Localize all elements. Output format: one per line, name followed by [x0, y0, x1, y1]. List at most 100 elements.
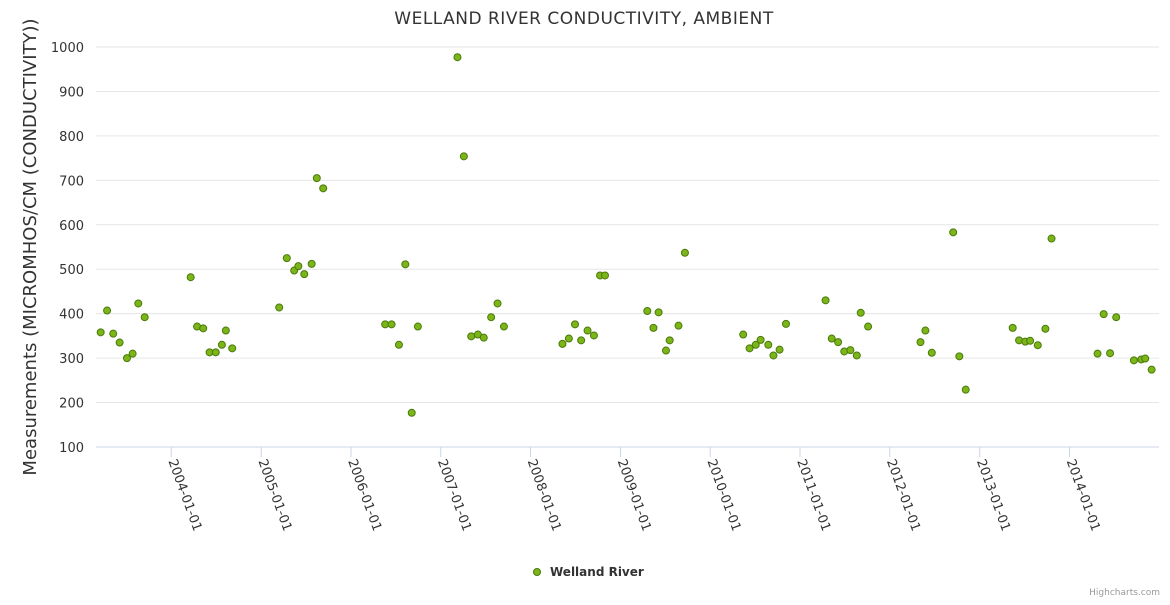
data-point[interactable]	[1041, 324, 1050, 333]
data-point[interactable]	[128, 349, 137, 358]
data-point[interactable]	[649, 323, 658, 332]
data-point[interactable]	[1033, 341, 1042, 350]
data-point[interactable]	[96, 328, 105, 337]
data-point[interactable]	[1008, 323, 1017, 332]
data-point[interactable]	[479, 333, 488, 342]
y-tick-label: 400	[59, 308, 84, 323]
data-point[interactable]	[821, 296, 830, 305]
y-tick-label: 100	[59, 441, 84, 456]
data-point[interactable]	[680, 248, 689, 257]
data-point[interactable]	[109, 329, 118, 338]
data-point[interactable]	[467, 332, 476, 341]
data-point[interactable]	[739, 330, 748, 339]
y-tick-label: 800	[59, 130, 84, 145]
data-point[interactable]	[1141, 354, 1150, 363]
data-point[interactable]	[643, 307, 652, 315]
y-tick-label: 1000	[51, 41, 84, 56]
legend-item-welland-river[interactable]: Welland River	[550, 565, 644, 579]
data-point[interactable]	[307, 259, 316, 268]
data-point[interactable]	[745, 344, 754, 353]
data-point[interactable]	[186, 273, 195, 282]
data-point[interactable]	[413, 322, 422, 331]
data-point[interactable]	[601, 271, 610, 280]
data-point[interactable]	[955, 352, 964, 361]
data-point[interactable]	[775, 345, 784, 354]
data-point[interactable]	[571, 320, 580, 329]
data-point[interactable]	[275, 303, 284, 312]
data-point[interactable]	[834, 338, 843, 347]
y-axis-title: Measurements (MICROMHOS/CM (CONDUCTIVITY…	[20, 18, 41, 475]
data-point[interactable]	[487, 313, 496, 322]
data-point[interactable]	[394, 340, 403, 349]
data-point[interactable]	[665, 336, 674, 345]
data-point[interactable]	[769, 351, 778, 360]
data-point[interactable]	[493, 299, 502, 308]
data-point[interactable]	[221, 326, 230, 335]
data-point[interactable]	[846, 346, 855, 355]
data-point[interactable]	[1106, 349, 1115, 358]
data-point[interactable]	[387, 320, 396, 329]
data-point[interactable]	[199, 324, 208, 333]
data-point[interactable]	[282, 254, 291, 263]
data-point[interactable]	[764, 340, 773, 349]
data-point[interactable]	[1099, 310, 1108, 319]
data-point[interactable]	[453, 53, 462, 62]
data-point[interactable]	[661, 346, 670, 355]
data-point[interactable]	[1026, 336, 1035, 345]
data-point[interactable]	[459, 152, 468, 161]
data-point[interactable]	[674, 321, 683, 330]
data-point[interactable]	[103, 306, 112, 315]
data-point[interactable]	[300, 270, 309, 279]
data-point[interactable]	[558, 339, 567, 348]
data-point[interactable]	[407, 408, 416, 417]
data-point[interactable]	[949, 228, 958, 237]
data-point[interactable]	[1093, 349, 1102, 358]
data-point[interactable]	[294, 262, 303, 271]
gridlines	[96, 46, 1159, 404]
data-point[interactable]	[217, 340, 226, 349]
y-tick-label: 900	[59, 85, 84, 100]
y-tick-label: 700	[59, 174, 84, 189]
data-point[interactable]	[115, 338, 124, 347]
y-tick-label: 300	[59, 352, 84, 367]
data-point[interactable]	[312, 174, 321, 183]
data-point[interactable]	[856, 308, 865, 317]
y-tick-label: 200	[59, 397, 84, 412]
data-point[interactable]	[1129, 356, 1138, 365]
data-point[interactable]	[140, 313, 149, 322]
data-point[interactable]	[864, 322, 873, 331]
data-point[interactable]	[401, 260, 410, 269]
data-point[interactable]	[499, 322, 508, 331]
data-point[interactable]	[134, 299, 143, 308]
data-point[interactable]	[564, 334, 573, 343]
y-tick-label: 500	[59, 263, 84, 278]
y-tick-label: 600	[59, 219, 84, 234]
data-point[interactable]	[852, 351, 861, 360]
data-point[interactable]	[654, 308, 663, 317]
data-point[interactable]	[228, 344, 237, 353]
data-point[interactable]	[827, 334, 836, 343]
data-point[interactable]	[1112, 313, 1121, 322]
data-point[interactable]	[961, 385, 970, 394]
legend-marker[interactable]	[533, 568, 541, 576]
data-point[interactable]	[122, 354, 131, 363]
legend[interactable]: Welland River	[533, 565, 644, 579]
data-point[interactable]	[577, 336, 586, 345]
data-point[interactable]	[921, 326, 930, 335]
series-welland-river[interactable]	[96, 53, 1156, 417]
data-point[interactable]	[589, 331, 598, 340]
data-point[interactable]	[751, 340, 760, 349]
data-point[interactable]	[319, 184, 328, 193]
data-point[interactable]	[756, 335, 765, 344]
credits-link[interactable]: Highcharts.com	[1089, 588, 1160, 598]
data-point[interactable]	[1047, 234, 1056, 243]
data-point[interactable]	[583, 326, 592, 335]
data-point[interactable]	[211, 348, 220, 357]
data-point[interactable]	[1147, 365, 1156, 374]
data-point[interactable]	[927, 348, 936, 357]
data-point[interactable]	[781, 319, 790, 328]
data-point[interactable]	[916, 338, 925, 347]
